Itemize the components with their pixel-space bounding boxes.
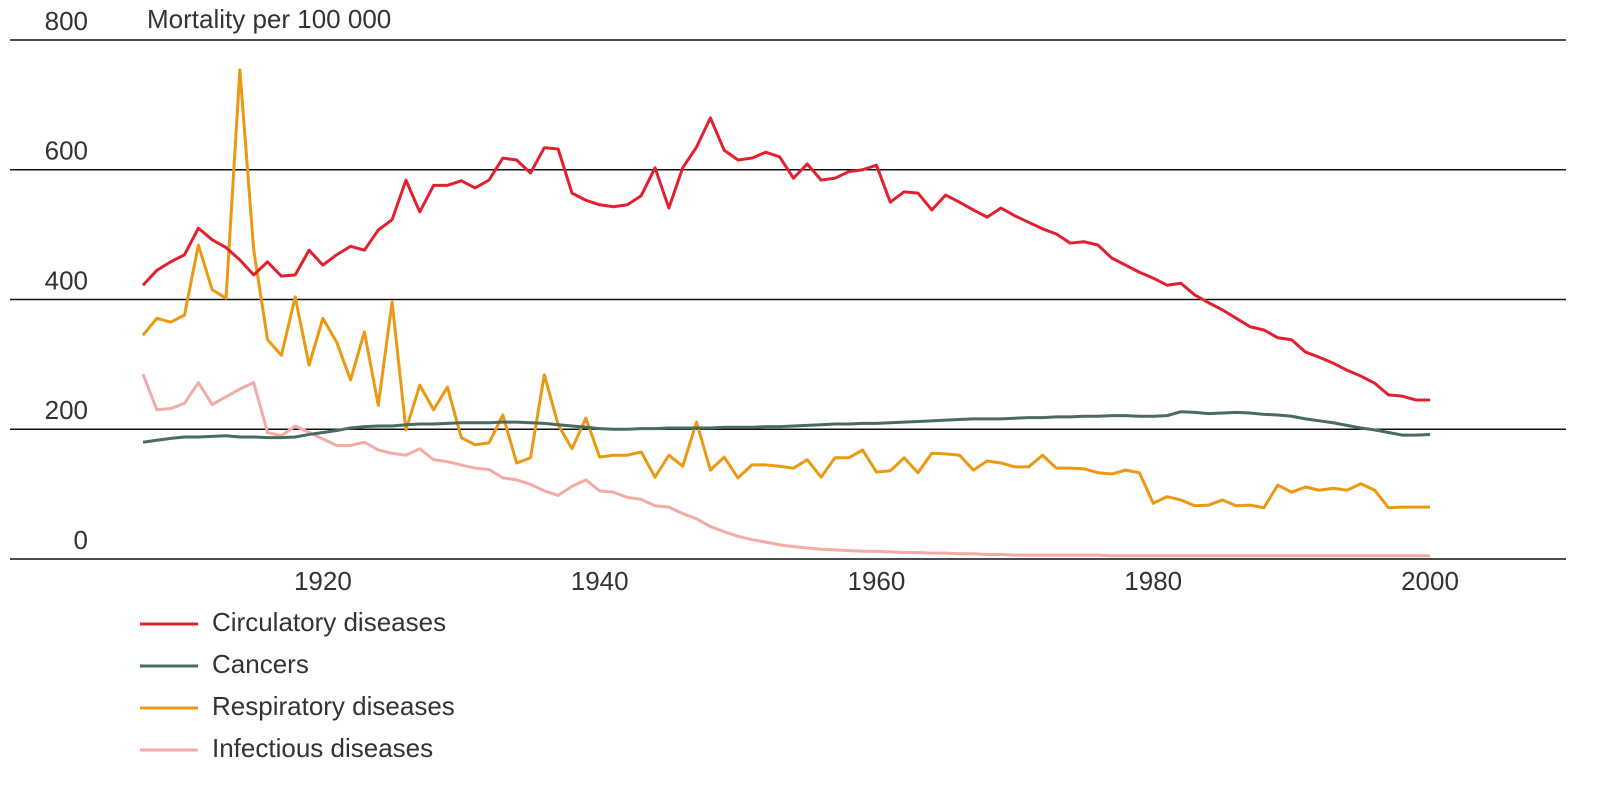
series-line (141, 116, 1430, 402)
y-tick-label: 800 (45, 6, 88, 36)
legend-label: Respiratory diseases (212, 691, 455, 721)
x-tick-label: 1920 (294, 566, 352, 596)
series-line (141, 373, 1430, 558)
chart-title: Mortality per 100 000 (147, 4, 391, 34)
legend-label: Circulatory diseases (212, 607, 446, 637)
x-tick-label: 1980 (1124, 566, 1182, 596)
series-line (142, 410, 1431, 444)
y-tick-label: 600 (45, 136, 88, 166)
x-tick-label: 2000 (1401, 566, 1459, 596)
y-tick-label: 400 (45, 265, 88, 295)
y-tick-label: 200 (45, 395, 88, 425)
y-tick-label: 0 (74, 525, 88, 555)
x-tick-label: 1940 (571, 566, 629, 596)
legend-label: Infectious diseases (212, 733, 433, 763)
series-line (141, 68, 1430, 510)
x-tick-label: 1960 (848, 566, 906, 596)
legend-label: Cancers (212, 649, 309, 679)
